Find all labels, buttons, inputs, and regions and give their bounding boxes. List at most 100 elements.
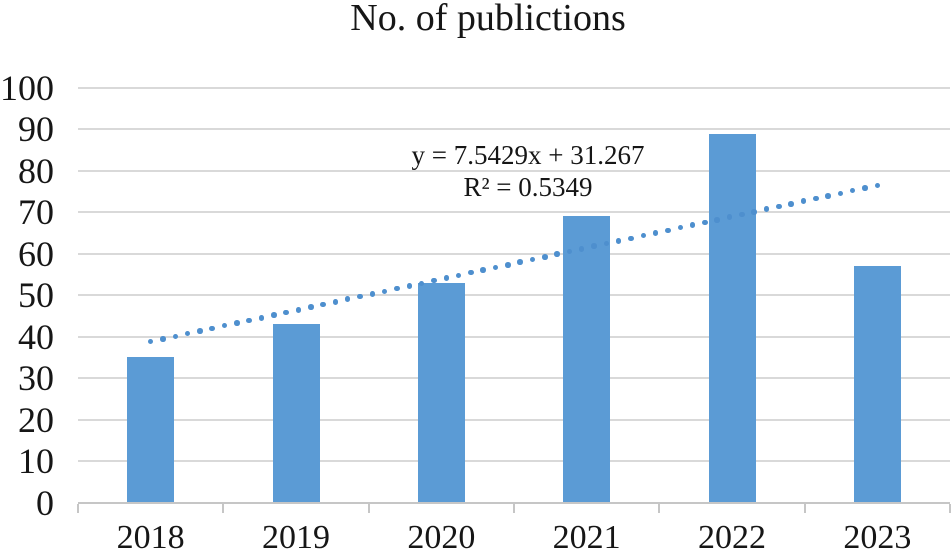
gridline-20 [78,418,950,421]
y-axis-label-100: 100 [0,68,54,108]
trendline-dot [591,243,597,249]
trendline-dot [160,336,166,342]
x-axis-tick [77,503,79,513]
bar-2018 [127,357,175,503]
trendline-dot [480,267,486,273]
gridline-70 [78,211,950,214]
x-axis-tick [222,503,225,513]
x-axis-label-2023: 2023 [843,519,912,555]
gridline-100 [78,87,950,89]
trendline-dot [234,320,240,326]
trendline-dot [813,195,819,202]
bar-2019 [272,324,320,503]
bar-2020 [417,282,465,503]
trendline-dot [209,325,215,332]
y-axis-label-20: 20 [18,399,54,440]
trendline-dot [468,269,474,276]
trendline-dot [246,317,252,324]
gridline-80 [78,169,950,172]
x-axis-tick [803,503,806,513]
x-axis-tick [658,503,661,513]
trendline-dot [394,285,400,292]
trendline-dot [529,256,536,263]
trendline-dot [837,190,844,196]
x-axis-label-2022: 2022 [697,519,766,555]
trendline-dot [825,193,831,199]
y-axis-label-70: 70 [18,192,54,233]
trendline-r-squared: R² = 0.5349 [463,172,593,202]
trendline-dot [172,333,179,340]
trendline-dot [381,288,388,295]
trendline-dot [739,211,745,218]
trendline-dot [800,198,807,204]
x-axis-label-2020: 2020 [407,519,476,555]
trendline-dot [332,299,339,305]
trendline-dot [628,235,634,242]
trendline-dot [677,224,684,231]
gridline-30 [78,377,950,380]
chart-title: No. of publictions [350,0,626,39]
x-axis-line [78,501,950,504]
trendline-dot [418,280,425,287]
y-axis-label-40: 40 [18,316,54,357]
trendline-dot [357,293,363,300]
bar-2021 [563,216,611,503]
x-axis-label-2019: 2019 [261,519,330,555]
y-axis-label-90: 90 [18,109,54,150]
trendline-dot [221,322,228,329]
trendline-dot [652,230,659,236]
trendline-dot [788,201,794,207]
trendline-dot [714,217,720,223]
gridline-50 [78,294,950,297]
trendline-dot [295,307,302,313]
gridline-10 [78,460,950,463]
x-axis-label-2018: 2018 [116,519,185,555]
trendline-dot [566,248,573,255]
trendline-dot [406,283,413,289]
trendline-dot [640,232,647,239]
gridline-60 [78,252,950,255]
trendline-dot [615,238,622,244]
trendline-dot [554,251,560,257]
trendline-dot [320,301,326,308]
trendline-dot [455,272,462,279]
trendline-dot [443,275,449,281]
trendline-dot [542,254,548,260]
bar-2022 [708,133,756,503]
trendline-dot [308,304,314,310]
x-axis-tick [367,503,370,513]
trendline-dot [505,262,511,268]
x-axis-tick [513,503,515,513]
y-axis-label-10: 10 [18,441,54,482]
trendline-dot [862,185,868,191]
trendline-dot [431,277,437,284]
trendline-dot [271,312,277,318]
y-axis-label-30: 30 [18,358,54,399]
y-axis-label-80: 80 [18,150,54,191]
trendline-dot [283,309,289,316]
trendline-dot [603,240,610,247]
trendline-dot [665,227,671,234]
trendline-dot [849,187,856,194]
trendline-dot [344,296,351,302]
trendline-dot [776,203,782,210]
trendline-dot [751,209,757,215]
trendline-dot [147,338,154,345]
y-axis-label-50: 50 [18,275,54,316]
x-axis-label-2021: 2021 [552,519,621,555]
trendline-dot [763,206,770,212]
trendline-equation: y = 7.5429x + 31.267 [411,140,645,170]
trendline-dot [369,291,376,297]
trendline-dot [874,182,881,189]
trendline-annotation: y = 7.5429x + 31.267 R² = 0.5349 [412,139,645,203]
trendline-dot [726,214,733,220]
trendline-dot [517,259,523,265]
trendline-dot [578,246,585,252]
trendline-dot [492,264,499,271]
trendline-dot [197,328,203,334]
x-axis-tick [949,503,951,513]
trendline-dot [184,330,191,337]
trendline-dot [689,222,696,228]
trendline-dot [702,219,708,226]
